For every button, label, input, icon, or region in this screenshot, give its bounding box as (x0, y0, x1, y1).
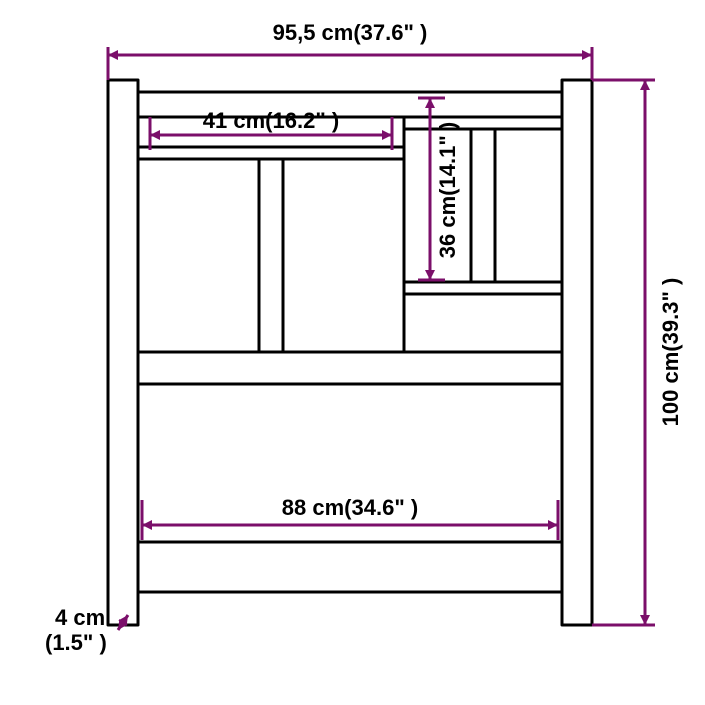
bottom-rail (138, 542, 562, 592)
diagram-stage: 95,5 cm(37.6" ) 41 cm(16.2" ) 36 cm(14.1… (0, 0, 705, 705)
dim-4-label-bottom: (1.5" ) (45, 630, 107, 655)
top-rail (138, 92, 562, 117)
dim-top-width-label: 95,5 cm(37.6" ) (273, 20, 428, 45)
right-inner-rail (404, 282, 562, 294)
diagram-svg: 95,5 cm(37.6" ) 41 cm(16.2" ) 36 cm(14.1… (0, 0, 705, 705)
dim-100-label: 100 cm(39.3" ) (658, 278, 683, 427)
post-left (108, 80, 138, 625)
left-slat (259, 159, 283, 352)
right-upper-top-rail (404, 117, 562, 129)
mid-rail (138, 352, 562, 384)
left-inner-rail (138, 147, 404, 159)
dim-41-label: 41 cm(16.2" ) (203, 108, 339, 133)
dim-36-label: 36 cm(14.1" ) (435, 122, 460, 258)
headboard-outline (108, 80, 592, 625)
right-slat (471, 129, 495, 282)
post-right (562, 80, 592, 625)
dim-4-label-top: 4 cm (55, 605, 105, 630)
dim-88-label: 88 cm(34.6" ) (282, 495, 418, 520)
dim-4-line (118, 615, 128, 630)
